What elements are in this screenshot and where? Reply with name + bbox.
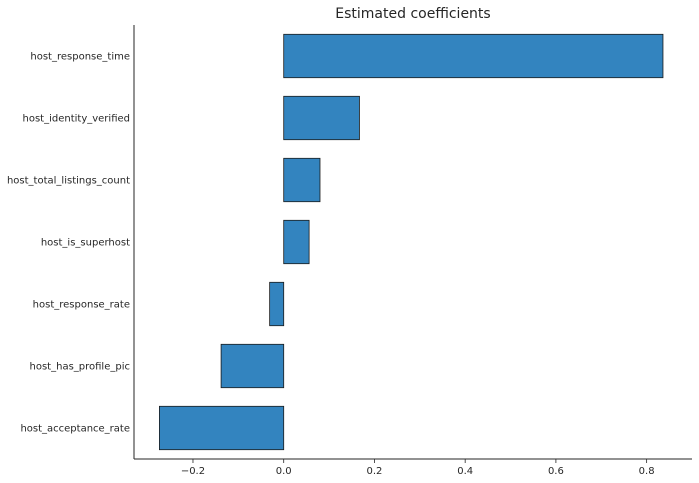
chart-title: Estimated coefficients <box>335 6 490 22</box>
bar-host-identity-verified <box>283 95 360 141</box>
y-tick-label: host_response_time <box>30 52 130 63</box>
y-tick-label: host_identity_verified <box>23 114 131 125</box>
bar-host-response-rate <box>269 281 285 327</box>
bar-host-has-profile-pic <box>220 343 285 389</box>
x-tick-label: 0.6 <box>548 466 564 477</box>
x-tick-label: 0.8 <box>639 466 655 477</box>
bar-host-total-listings-count <box>283 157 321 203</box>
x-tick-label: 0.0 <box>276 466 292 477</box>
y-tick-labels: host_response_time host_identity_verified… <box>7 52 130 435</box>
y-tick-label: host_response_rate <box>33 300 130 311</box>
x-tick-label: 0.2 <box>366 466 382 477</box>
y-tick-label: host_has_profile_pic <box>30 362 130 373</box>
x-tick-label: −0.2 <box>181 466 205 477</box>
bar-host-acceptance-rate <box>159 405 285 451</box>
x-axis: −0.2 0.0 0.2 0.4 0.6 0.8 <box>181 459 655 477</box>
y-tick-label: host_total_listings_count <box>7 176 130 187</box>
y-tick-label: host_is_superhost <box>41 238 130 249</box>
bar-host-is-superhost <box>283 219 310 265</box>
bar-host-response-time <box>283 33 664 79</box>
x-tick-label: 0.4 <box>457 466 473 477</box>
bars-group <box>159 33 664 451</box>
y-tick-label: host_acceptance_rate <box>20 424 130 435</box>
